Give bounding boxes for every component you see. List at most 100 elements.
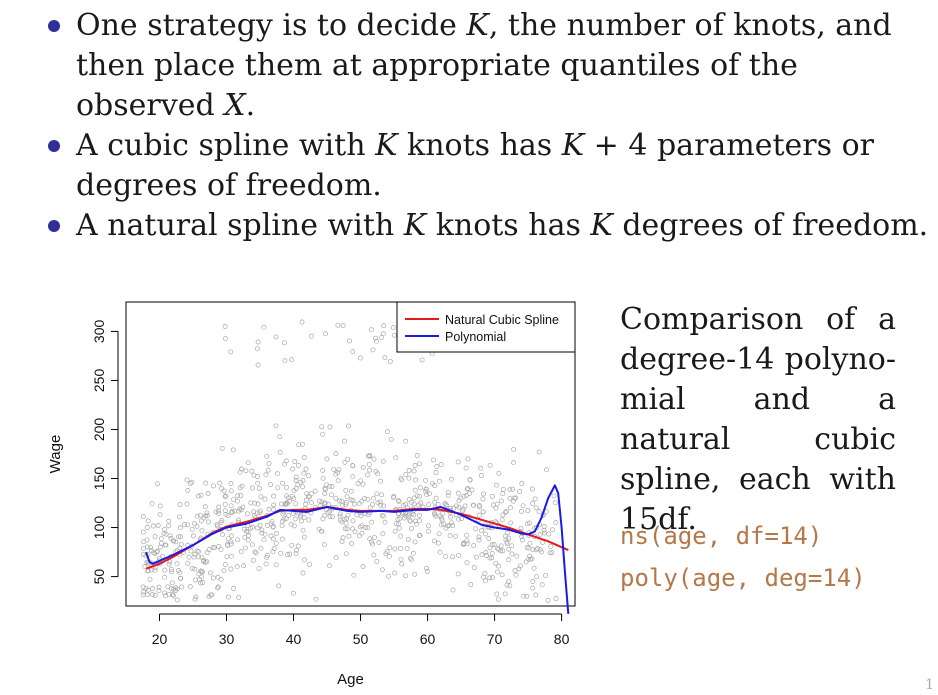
scatter-point [499,517,505,523]
scatter-point [479,552,485,558]
scatter-point [336,467,342,473]
bullet-text: knots has [426,208,591,243]
scatter-point [536,449,542,455]
scatter-point [255,362,261,368]
scatter-point [435,501,441,507]
scatter-point [184,501,190,507]
scatter-point [489,555,495,561]
bullet-item: A cubic spline with K knots has K + 4 pa… [46,126,931,206]
scatter-point [140,592,146,598]
scatter-point [255,501,261,507]
math-symbol: K [590,208,613,243]
scatter-point [417,485,423,491]
scatter-point [336,498,342,504]
scatter-point [541,527,547,533]
scatter-point [200,580,206,585]
scatter-point [412,463,418,468]
scatter-point [271,546,277,551]
scatter-point [285,552,290,558]
scatter-point [293,551,299,557]
scatter-point [320,431,326,437]
scatter-point [273,423,279,429]
scatter-point [323,482,329,488]
scatter-point [206,547,212,553]
scatter-point [480,509,486,515]
scatter-point [380,331,386,337]
scatter-point [158,540,164,546]
scatter-point [449,476,454,482]
scatter-point [362,496,367,502]
scatter-point [362,525,368,530]
scatter-point [140,551,146,557]
scatter-point [465,456,471,462]
scatter-point [295,543,301,549]
scatter-point [360,481,366,487]
wage-age-chart: 20 30 40 50 60 70 80 Age 50 100 150 200 250 300 Wage Na… [47,301,576,688]
scatter-point [399,561,405,567]
scatter-point [342,438,348,444]
scatter-point [221,488,227,494]
scatter-point [346,423,351,429]
scatter-point [387,545,393,551]
bullet-list: One strategy is to decide K, the number … [46,6,931,246]
scatter-point [467,490,473,496]
scatter-point [528,556,534,562]
scatter-point [392,546,398,552]
scatter-point [280,480,286,486]
scatter-point [494,482,499,488]
x-tick-label: 80 [554,631,570,647]
scatter-point [157,512,163,518]
scatter-point [167,533,173,539]
scatter-point [171,593,176,599]
scatter-point [532,496,538,502]
scatter-point [222,508,228,514]
scatter-point [345,456,351,462]
scatter-point [290,493,295,499]
scatter-point [511,446,517,452]
scatter-point [192,551,198,557]
scatter-point [163,531,169,537]
scatter-point [140,545,146,551]
math-symbol: K [466,8,489,43]
scatter-point [216,504,222,510]
scatter-point [295,462,301,468]
scatter-point [316,526,322,532]
scatter-point [407,555,413,561]
scatter-point [450,554,456,560]
scatter-point [383,551,389,557]
scatter-point [286,513,292,518]
scatter-point [298,512,304,518]
scatter-point [263,561,269,567]
scatter-point [549,550,555,556]
scatter-point [148,567,154,573]
scatter-point [291,523,297,529]
scatter-point [142,564,148,570]
scatter-point [482,570,488,576]
scatter-point [150,586,156,591]
scatter-point [478,473,484,479]
scatter-point [499,572,505,578]
scatter-point [514,553,520,559]
scatter-point [225,513,231,519]
scatter-point [176,568,181,574]
scatter-point [464,560,470,566]
scatter-point [443,553,448,559]
scatter-point [392,570,398,576]
scatter-point [354,512,360,518]
scatter-point [510,486,516,492]
scatter-point [398,533,404,539]
scatter-point [194,513,200,519]
scatter-point [498,543,504,549]
scatter-point [357,355,363,361]
scatter-point [372,534,377,540]
scatter-point [236,517,242,523]
scatter-point [188,548,194,554]
scatter-point [213,509,219,515]
scatter-point [448,514,453,520]
scatter-point [500,512,506,518]
scatter-point [548,543,554,549]
scatter-point [185,560,191,566]
scatter-point [495,569,501,575]
scatter-point [507,583,513,589]
scatter-point [222,562,228,567]
